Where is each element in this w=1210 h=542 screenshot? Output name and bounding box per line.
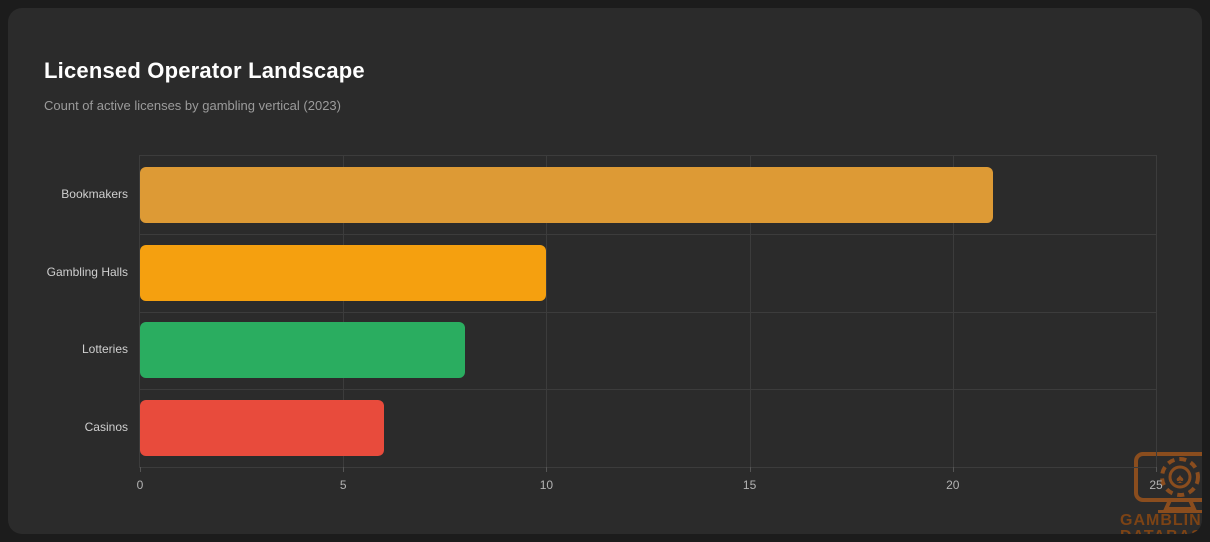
x-axis-tick-label: 20 (946, 478, 960, 492)
axis-tick-mark (1156, 467, 1157, 472)
vertical-gridline (749, 156, 751, 467)
bar-gambling-halls[interactable] (140, 244, 547, 301)
axis-tick-mark (546, 467, 548, 472)
horizontal-gridline (140, 389, 1156, 391)
horizontal-gridline (140, 311, 1156, 313)
category-label: Lotteries (81, 342, 128, 357)
x-axis-tick-label: 10 (539, 478, 554, 492)
axis-tick-mark (749, 467, 751, 472)
chart-card: Licensed Operator Landscape Count of act… (8, 8, 1202, 534)
category-label: Casinos (84, 420, 128, 435)
horizontal-gridline (140, 233, 1156, 235)
vertical-gridline (343, 156, 345, 467)
casino-chip-monitor-icon: ♠ (1134, 452, 1202, 513)
x-axis-tick-label: 0 (136, 478, 144, 492)
axis-tick-mark (140, 467, 141, 472)
watermark: ♠ GAMBLING DATABASES (1120, 452, 1202, 534)
bar-chart: 0 5 10 15 20 25 Bookmakers Gambling Halls Lotter… (47, 155, 1163, 492)
axis-tick-mark (343, 467, 345, 472)
spade-icon: ♠ (1176, 470, 1184, 486)
bar-lotteries[interactable] (140, 322, 466, 379)
watermark-text-line2: DATABASES (1120, 528, 1202, 534)
bar-bookmakers[interactable] (140, 166, 994, 223)
vertical-gridline (546, 156, 548, 467)
x-axis-tick-label: 5 (339, 478, 347, 492)
axis-tick-mark (952, 467, 954, 472)
page-subtitle: Count of active licenses by gambling ver… (44, 98, 341, 113)
category-label: Bookmakers (61, 186, 128, 201)
bar-casinos[interactable] (140, 400, 384, 457)
x-axis-tick-label: 25 (1149, 478, 1163, 492)
vertical-gridline (952, 156, 954, 467)
watermark-text-line1: GAMBLING (1120, 512, 1202, 529)
x-axis-tick-label: 15 (742, 478, 757, 492)
category-label: Gambling Halls (46, 264, 128, 279)
page-title: Licensed Operator Landscape (44, 58, 365, 83)
